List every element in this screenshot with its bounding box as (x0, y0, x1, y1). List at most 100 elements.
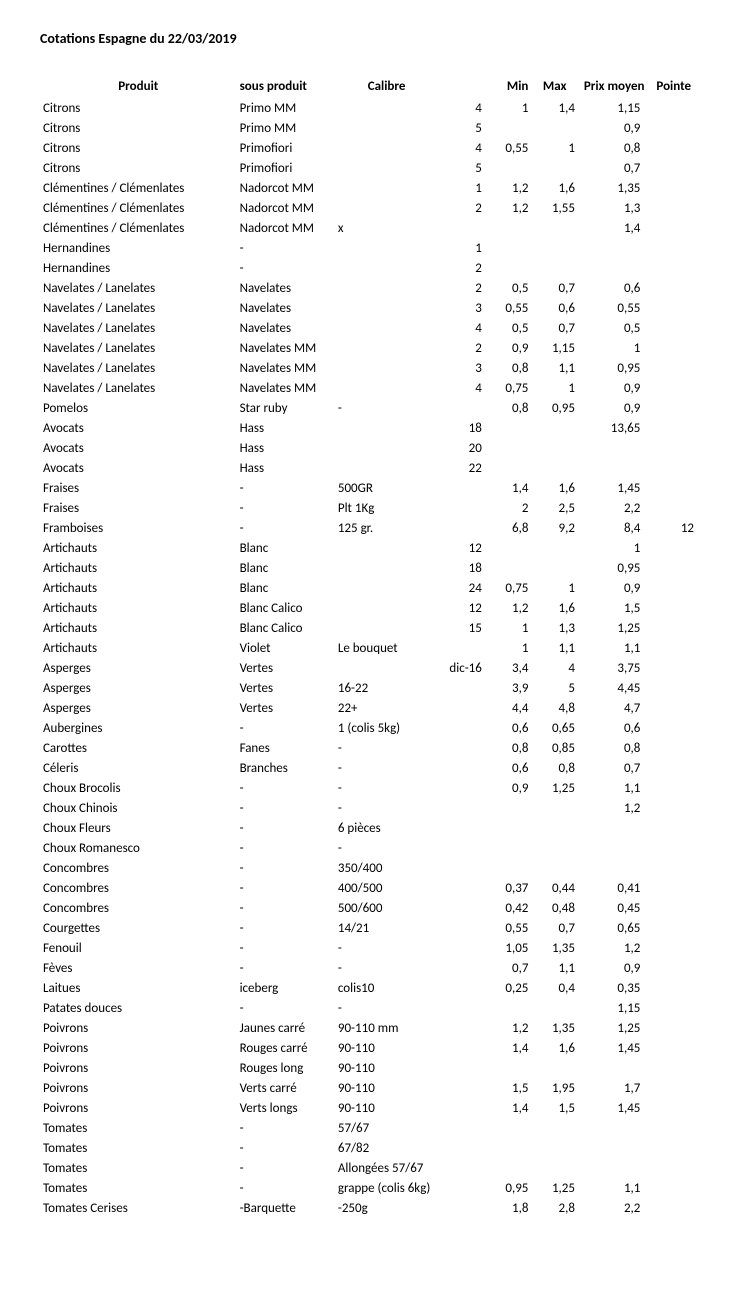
cell (650, 978, 697, 998)
cell (485, 1118, 532, 1138)
cell: 2,5 (531, 498, 578, 518)
cell: Primofiori (237, 138, 335, 158)
cell: 350/400 (335, 858, 438, 878)
cell (335, 138, 438, 158)
table-row: Fraises-Plt 1Kg22,52,2 (40, 498, 697, 518)
cell (485, 158, 532, 178)
table-row: Courgettes-14/210,550,70,65 (40, 918, 697, 938)
cell: 1 (485, 98, 532, 118)
cell: 0,48 (531, 898, 578, 918)
table-row: Aubergines-1 (colis 5kg)0,60,650,6 (40, 718, 697, 738)
table-row: PoivronsVerts carré90-1101,51,951,7 (40, 1078, 697, 1098)
cell: 0,25 (485, 978, 532, 998)
cell: Carottes (40, 738, 237, 758)
cell: Hass (237, 458, 335, 478)
cell: Courgettes (40, 918, 237, 938)
col-prix: Prix moyen (578, 75, 650, 98)
cell: 500GR (335, 478, 438, 498)
cell (650, 418, 697, 438)
table-row: Navelates / LanelatesNavelates MM30,81,1… (40, 358, 697, 378)
cell (650, 858, 697, 878)
cell (578, 438, 650, 458)
cell: 9,2 (531, 518, 578, 538)
cell: 4 (531, 658, 578, 678)
cell: Asperges (40, 658, 237, 678)
cell: 1 (485, 638, 532, 658)
cell: 2 (438, 278, 485, 298)
cell (335, 658, 438, 678)
cell: Asperges (40, 678, 237, 698)
cell (438, 1018, 485, 1038)
cell (438, 858, 485, 878)
cell: Concombres (40, 898, 237, 918)
col-max: Max (531, 75, 578, 98)
cell: Plt 1Kg (335, 498, 438, 518)
cell: Avocats (40, 418, 237, 438)
cell: Pomelos (40, 398, 237, 418)
cell: 3 (438, 358, 485, 378)
cell (485, 218, 532, 238)
cell (438, 838, 485, 858)
cell (531, 1138, 578, 1158)
cell (650, 578, 697, 598)
cell: 0,65 (531, 718, 578, 738)
table-row: ArtichautsBlanc240,7510,9 (40, 578, 697, 598)
cell (438, 938, 485, 958)
table-row: PomelosStar ruby-0,80,950,9 (40, 398, 697, 418)
cell: Poivrons (40, 1098, 237, 1118)
cell: 4,4 (485, 698, 532, 718)
cell (650, 1058, 697, 1078)
cell: 1,4 (578, 218, 650, 238)
cell: 22+ (335, 698, 438, 718)
cell (438, 1038, 485, 1058)
cell (485, 418, 532, 438)
cell (650, 638, 697, 658)
cell: dic-16 (438, 658, 485, 678)
cell: 0,5 (485, 318, 532, 338)
cell (650, 618, 697, 638)
cell: 0,65 (578, 918, 650, 938)
cell (650, 138, 697, 158)
cell: Verts longs (237, 1098, 335, 1118)
cell: 1 (531, 138, 578, 158)
cell: 1,1 (531, 638, 578, 658)
cell: 90-110 mm (335, 1018, 438, 1038)
cell (485, 558, 532, 578)
cell: Primo MM (237, 118, 335, 138)
cell: 0,75 (485, 578, 532, 598)
table-row: Hernandines-2 (40, 258, 697, 278)
cell: Navelates MM (237, 378, 335, 398)
cell: Navelates / Lanelates (40, 318, 237, 338)
cell: 0,8 (578, 138, 650, 158)
cell: 0,9 (578, 578, 650, 598)
cell: Jaunes carré (237, 1018, 335, 1038)
cell: 90-110 (335, 1038, 438, 1058)
table-row: Tomates-Allongées 57/67 (40, 1158, 697, 1178)
cell: Navelates / Lanelates (40, 298, 237, 318)
header-row: Produit sous produit Calibre Min Max Pri… (40, 75, 697, 98)
cell: Clémentines / Clémenlates (40, 178, 237, 198)
cell: 1,25 (531, 1178, 578, 1198)
cell: Avocats (40, 438, 237, 458)
cell: 1,2 (485, 178, 532, 198)
cell (438, 978, 485, 998)
cell: - (335, 838, 438, 858)
table-row: Concombres-500/6000,420,480,45 (40, 898, 697, 918)
cell: 3,75 (578, 658, 650, 678)
table-row: Tomates Cerises-Barquette-250g1,82,82,2 (40, 1198, 697, 1218)
table-row: Hernandines-1 (40, 238, 697, 258)
cell: 0,9 (578, 378, 650, 398)
cotations-table: Produit sous produit Calibre Min Max Pri… (40, 75, 697, 1218)
cell (650, 1018, 697, 1038)
cell (438, 758, 485, 778)
cell: 0,7 (485, 958, 532, 978)
cell (650, 438, 697, 458)
cell (650, 398, 697, 418)
cell: -250g (335, 1198, 438, 1218)
cell (650, 118, 697, 138)
cell: Nadorcot MM (237, 198, 335, 218)
cell: Tomates Cerises (40, 1198, 237, 1218)
cell: Clémentines / Clémenlates (40, 198, 237, 218)
cell: - (237, 798, 335, 818)
cell: 0,95 (578, 558, 650, 578)
